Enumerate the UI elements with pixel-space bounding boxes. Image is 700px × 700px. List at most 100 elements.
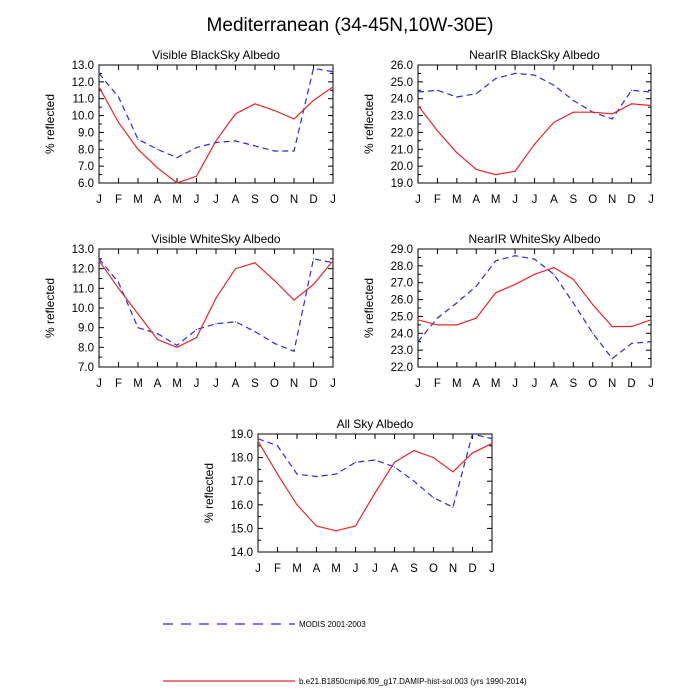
data-point — [234, 113, 237, 115]
data-point — [117, 281, 120, 283]
y-axis-label: % reflected — [43, 94, 57, 154]
data-point — [592, 111, 594, 113]
y-tick-label: 27.0 — [391, 278, 413, 290]
data-point — [137, 313, 139, 315]
panel-title: All Sky Albedo — [337, 417, 414, 431]
data-point — [276, 445, 279, 447]
data-point — [417, 91, 419, 93]
data-point — [611, 118, 613, 120]
data-point — [514, 255, 516, 257]
data-point — [631, 342, 633, 344]
panel-4: NearIR WhiteSky Albedo 22.0 23.0 24.0 25.0 26… — [362, 232, 654, 390]
x-tick-label: N — [290, 194, 298, 206]
data-point — [611, 358, 613, 360]
y-tick-label: 28.0 — [391, 261, 413, 273]
y-tick-label: 25.0 — [391, 311, 413, 323]
y-tick-label: 23.0 — [391, 345, 413, 357]
y-tick-label: 10.0 — [72, 303, 94, 315]
x-tick-label: S — [251, 378, 259, 390]
panel-title: NearIR WhiteSky Albedo — [468, 232, 600, 246]
data-point — [117, 121, 120, 123]
data-point — [332, 260, 334, 262]
x-tick-label: D — [468, 563, 476, 575]
y-tick-label: 24.0 — [391, 328, 413, 340]
data-point — [471, 452, 474, 454]
data-point — [452, 471, 454, 473]
data-point — [592, 304, 594, 306]
y-tick-label: 9.0 — [78, 323, 94, 335]
data-point — [572, 111, 574, 113]
data-point — [296, 473, 298, 475]
y-tick-label: 8.0 — [78, 342, 94, 354]
data-point — [332, 86, 334, 88]
x-tick-label: J — [415, 378, 421, 390]
data-point — [312, 283, 315, 285]
x-tick-label: A — [550, 378, 558, 390]
series-line-model — [417, 103, 652, 176]
data-point — [631, 89, 633, 91]
x-tick-label: J — [489, 563, 495, 575]
data-point — [417, 319, 419, 321]
x-tick-label: O — [588, 378, 597, 390]
data-point — [592, 332, 594, 334]
x-tick-label: S — [410, 563, 418, 575]
data-point — [393, 466, 396, 468]
data-point — [631, 325, 633, 328]
data-point — [432, 457, 435, 459]
series-line-model — [417, 266, 652, 328]
data-point — [650, 91, 652, 93]
x-tick-label: M — [172, 194, 182, 206]
data-point — [156, 338, 159, 341]
data-point — [553, 84, 555, 86]
x-tick-label: N — [449, 563, 457, 575]
x-tick-label: A — [232, 194, 240, 206]
data-point — [156, 333, 159, 335]
x-tick-label: A — [154, 378, 162, 390]
y-tick-label: 14.0 — [231, 547, 253, 559]
data-point — [456, 152, 458, 154]
y-tick-label: 16.0 — [231, 500, 253, 512]
data-point — [354, 461, 357, 463]
data-point — [491, 442, 493, 444]
x-tick-label: M — [331, 563, 341, 575]
x-tick-label: D — [627, 378, 635, 390]
x-tick-label: J — [330, 378, 336, 390]
y-axis-label: % reflected — [43, 278, 57, 338]
data-point — [611, 113, 613, 115]
y-tick-label: 6.0 — [78, 178, 94, 190]
x-tick-label: F — [434, 194, 441, 206]
y-tick-label: 19.0 — [231, 429, 253, 441]
x-tick-label: D — [309, 194, 317, 206]
data-point — [293, 350, 295, 352]
x-tick-label: S — [251, 194, 259, 206]
y-tick-label: 22.0 — [391, 362, 413, 374]
data-point — [475, 285, 477, 287]
data-point — [117, 96, 120, 98]
x-tick-label: M — [491, 194, 501, 206]
data-point — [475, 93, 477, 95]
data-point — [273, 150, 276, 152]
data-point — [195, 147, 198, 149]
data-point — [495, 260, 497, 262]
data-point — [452, 506, 454, 508]
data-point — [332, 262, 334, 264]
data-point — [456, 96, 458, 98]
plot-frame — [98, 64, 334, 184]
y-tick-label: 25.0 — [391, 77, 413, 89]
data-point — [257, 438, 259, 440]
data-point — [475, 317, 477, 319]
x-tick-label: M — [133, 378, 143, 390]
y-tick-label: 21.0 — [391, 144, 413, 156]
data-point — [254, 331, 256, 333]
data-point — [514, 283, 516, 285]
x-tick-label: J — [532, 194, 538, 206]
y-tick-label: 20.0 — [391, 161, 413, 173]
data-point — [195, 175, 198, 177]
data-point — [234, 321, 237, 323]
series-line-model — [98, 86, 334, 184]
x-tick-label: J — [213, 194, 219, 206]
y-axis-label: % reflected — [202, 463, 216, 523]
x-tick-label: J — [372, 563, 378, 575]
x-tick-label: A — [313, 563, 321, 575]
y-axis-label: % reflected — [362, 94, 376, 154]
